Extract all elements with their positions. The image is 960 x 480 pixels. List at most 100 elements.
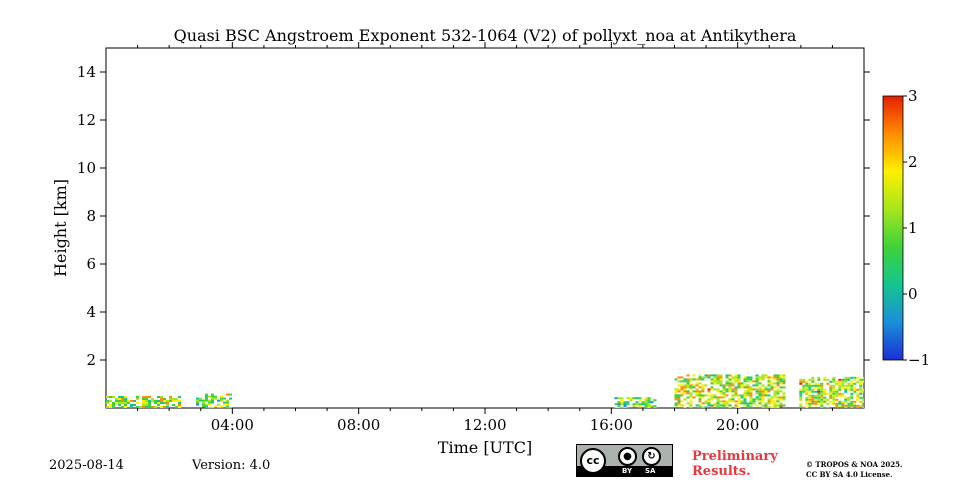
heat-cell bbox=[776, 404, 780, 407]
heat-cell bbox=[823, 406, 827, 408]
heat-cell bbox=[743, 386, 747, 389]
heat-cell bbox=[145, 404, 148, 406]
heat-cell bbox=[701, 384, 705, 387]
heat-cell bbox=[677, 402, 681, 405]
heat-cell bbox=[172, 398, 175, 400]
heat-cell bbox=[683, 390, 687, 393]
heat-cell bbox=[695, 384, 699, 387]
heat-cell bbox=[749, 378, 753, 381]
heat-cell bbox=[698, 378, 702, 381]
heat-cell bbox=[680, 384, 684, 387]
heat-cell bbox=[226, 399, 229, 402]
heat-cell bbox=[145, 398, 148, 400]
heat-cell bbox=[847, 396, 851, 399]
data-region-night-segment-1 bbox=[106, 396, 181, 408]
heat-cell bbox=[734, 400, 738, 403]
heat-cell bbox=[776, 376, 780, 379]
heat-cell bbox=[722, 384, 726, 387]
heat-cell bbox=[707, 388, 711, 391]
heat-cell bbox=[767, 384, 771, 387]
heat-cell bbox=[626, 407, 630, 408]
heat-cell bbox=[695, 388, 699, 391]
heat-cell bbox=[683, 388, 687, 391]
heat-cell bbox=[853, 376, 857, 379]
heat-cell bbox=[776, 390, 780, 393]
heat-cell bbox=[620, 401, 624, 404]
heat-cell bbox=[641, 401, 645, 404]
heat-cell bbox=[743, 376, 747, 379]
heat-cell bbox=[211, 393, 214, 396]
heat-cell bbox=[850, 380, 854, 383]
heat-cell bbox=[653, 399, 657, 402]
heat-cell bbox=[817, 394, 821, 397]
heat-cell bbox=[677, 388, 681, 391]
heat-cell bbox=[704, 376, 708, 379]
heat-cell bbox=[776, 396, 780, 399]
heat-cell bbox=[722, 392, 726, 395]
heat-cell bbox=[698, 406, 702, 408]
heat-cell bbox=[731, 394, 735, 397]
heat-cell bbox=[829, 392, 833, 395]
heat-cell bbox=[707, 404, 711, 407]
preliminary-line-2: Results. bbox=[692, 464, 751, 479]
heat-cell bbox=[749, 394, 753, 397]
heat-cell bbox=[731, 398, 735, 401]
heat-cell bbox=[743, 398, 747, 401]
heat-cell bbox=[752, 398, 756, 401]
x-tick-label: 08:00 bbox=[337, 416, 380, 434]
heat-cell bbox=[755, 382, 759, 385]
heat-cell bbox=[752, 380, 756, 383]
heat-cell bbox=[175, 406, 178, 408]
heat-cell bbox=[850, 400, 854, 403]
heat-cell bbox=[106, 406, 109, 408]
heat-cell bbox=[121, 396, 124, 398]
heat-cell bbox=[677, 398, 681, 401]
heat-cell bbox=[719, 392, 723, 395]
heat-cell bbox=[728, 374, 732, 377]
heat-cell bbox=[692, 374, 696, 377]
heat-cell bbox=[811, 402, 815, 405]
heat-cell bbox=[832, 398, 836, 401]
copyright-line-1: © TROPOS & NOA 2025. bbox=[806, 460, 903, 469]
heat-cell bbox=[722, 388, 726, 391]
heat-cell bbox=[166, 400, 169, 402]
heat-cell bbox=[844, 376, 848, 379]
heat-cell bbox=[220, 395, 223, 398]
heat-cell bbox=[722, 394, 726, 397]
heat-cell bbox=[755, 396, 759, 399]
heat-cell bbox=[779, 402, 783, 405]
version-label: Version: 4.0 bbox=[192, 458, 271, 473]
heat-cell bbox=[698, 392, 702, 395]
plot-area bbox=[105, 47, 865, 409]
heat-cell bbox=[136, 406, 139, 408]
heat-cell bbox=[734, 388, 738, 391]
heat-cell bbox=[178, 400, 181, 402]
heat-cell bbox=[820, 398, 824, 401]
heat-cell bbox=[743, 404, 747, 407]
heat-cell bbox=[211, 399, 214, 402]
heat-cell bbox=[710, 382, 714, 385]
heat-cell bbox=[832, 386, 836, 389]
heat-cell bbox=[779, 374, 783, 377]
heat-cell bbox=[776, 398, 780, 401]
y-tick-label: 8 bbox=[86, 207, 96, 225]
heat-cell bbox=[770, 386, 774, 389]
heat-cell bbox=[808, 398, 812, 401]
heat-cell bbox=[136, 398, 139, 400]
heat-cell bbox=[743, 396, 747, 399]
heat-cell bbox=[764, 388, 768, 391]
y-tick-label: 10 bbox=[77, 159, 96, 177]
heat-cell bbox=[701, 386, 705, 389]
heat-cell bbox=[677, 400, 681, 403]
heat-cell bbox=[169, 396, 172, 398]
heat-cell bbox=[731, 388, 735, 391]
heat-cell bbox=[728, 390, 732, 393]
share-alike-icon: ↻ bbox=[642, 447, 661, 466]
heat-cell bbox=[680, 400, 684, 403]
heat-cell bbox=[635, 401, 639, 404]
heat-cell bbox=[148, 400, 151, 402]
heat-cell bbox=[151, 400, 154, 402]
heat-cell bbox=[698, 374, 702, 377]
heat-cell bbox=[761, 406, 765, 408]
heat-cell bbox=[814, 400, 818, 403]
